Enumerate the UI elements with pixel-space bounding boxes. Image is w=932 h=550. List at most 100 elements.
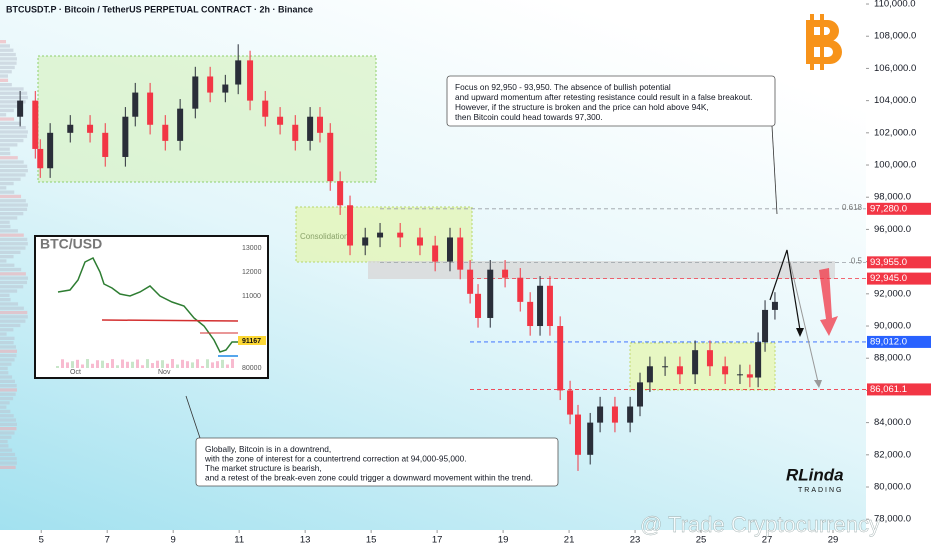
profile-bar [0,401,10,405]
profile-bar [0,177,21,181]
profile-bar [0,130,28,134]
y-tick-label: 88,000.0 [874,353,911,364]
inset-volume-bar [196,359,199,368]
profile-bar [0,203,28,207]
levels: 97,280.0 0.618 93,955.0 0.5 92,945.0 89,012.0… [380,202,931,396]
profile-bar [0,220,10,224]
profile-bar [0,156,18,160]
x-tick-label: 29 [828,535,839,546]
profile-bar [0,371,9,375]
inset-volume-bar [131,361,134,368]
profile-bar [0,65,15,70]
inset-month: Nov [158,369,171,376]
level-label: 97,280.0 [870,203,907,214]
candle-body [736,374,743,376]
annotation-line: The market structure is bearish, [205,463,322,473]
candle-body [37,148,44,169]
profile-bar [0,345,16,349]
inset-volume-bar [146,359,149,368]
scenario-path [769,249,801,331]
profile-bar [0,396,14,401]
inset-line [57,256,238,353]
profile-bar [0,104,21,108]
inset-frame [34,235,269,379]
inset-level [101,319,239,322]
inset-month: Oct [70,369,81,376]
profile-bar [0,57,17,61]
candle-body [771,301,778,310]
profile-bar [0,100,26,104]
profile-bar [0,280,28,285]
scenario-path-alt [789,261,819,383]
inset-volume-bar [136,359,139,368]
x-tick-label: 5 [39,535,44,546]
profile-bar [0,190,15,194]
candle-body [87,124,94,133]
annotation-line: then Bitcoin could head towards 97,300. [455,112,603,122]
candle-body [706,350,713,367]
candle-body [17,100,24,117]
level-tag [867,256,931,269]
inset-tick: 11000 [242,293,261,300]
profile-bar [0,353,17,358]
inset-volume-bar [141,365,144,368]
y-tick-label: 106,000.0 [874,63,916,74]
candle-body [457,237,464,270]
candle-body [722,366,729,375]
profile-bar [0,134,28,138]
profile-bar [0,48,14,52]
inset-volume-bar [111,359,114,368]
inset-price: 91167 [242,338,261,345]
profile-bar [0,40,6,44]
profile-bar [0,267,22,272]
candle-body [132,92,139,117]
profile-bar [0,52,16,57]
profile-bar [0,74,8,78]
candle-body [502,269,509,278]
candle-body [517,277,524,302]
inset-volume-bar [86,359,89,368]
profile-bar [0,91,28,95]
profile-bar [0,358,15,362]
candle-body [102,132,109,157]
inset-volume-bar [71,361,74,368]
range-zone [37,55,377,183]
candle-body [746,374,753,378]
profile-bar [0,78,9,82]
x-tick-label: 19 [498,535,509,546]
profile-bar [0,121,21,125]
candle-body [467,269,474,294]
profile-bar [0,194,22,199]
inset-volume-bar [56,366,59,368]
y-tick-label: 96,000.0 [874,224,911,235]
profile-bar [0,392,16,396]
level-tag [867,272,931,285]
profile-bar [0,315,28,319]
annotation-box [446,75,776,127]
bearish-arrow [819,268,838,336]
profile-bar [0,285,24,289]
candle-body [627,406,634,423]
profile-bar [0,332,7,336]
x-tick-label: 7 [105,535,110,546]
profile-bar [0,341,14,345]
y-tick-label: 104,000.0 [874,95,916,106]
profile-bar [0,465,16,469]
profile-bar [0,431,15,435]
profile-bar [0,302,19,306]
inset-volume-bar [176,364,179,368]
candles [17,44,778,471]
profile-bar [0,186,7,190]
inset-volume-bar [91,363,94,368]
profile-bar [0,272,26,276]
candle-body [537,285,544,327]
profile-bar [0,108,14,113]
inset-volume-bar [61,359,64,368]
candle-body [247,60,254,101]
y-tick-label: 102,000.0 [874,127,916,138]
inset-volume-bar [96,360,99,368]
y-tick-label: 90,000.0 [874,321,911,332]
candle-body [122,116,129,157]
candle-body [646,366,653,383]
profile-bar [0,409,11,414]
